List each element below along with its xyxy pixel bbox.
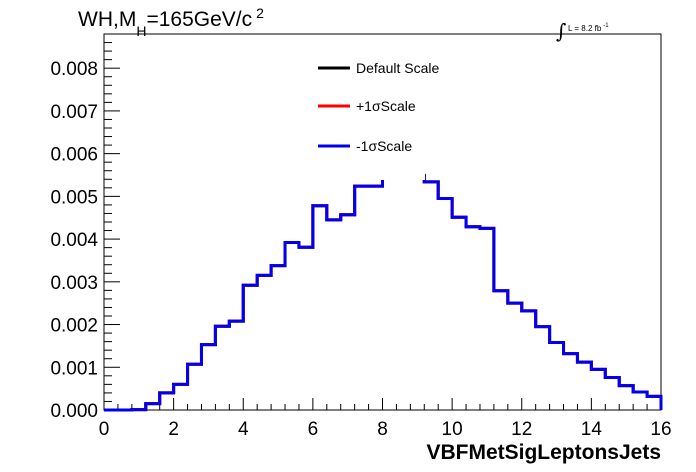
x-tick-label: 8 [377, 419, 388, 440]
integral-symbol: ∫ [556, 19, 566, 43]
x-tick-label: 14 [581, 419, 603, 440]
x-tick-label: 10 [442, 419, 463, 440]
x-tick-label: 4 [238, 419, 249, 440]
y-tick-label: 0.008 [50, 59, 98, 80]
x-tick-label: 2 [168, 419, 179, 440]
y-tick-label: 0.000 [50, 401, 98, 422]
y-tick-label: 0.002 [50, 316, 98, 337]
legend-background [310, 160, 425, 180]
y-tick-label: 0.004 [50, 230, 98, 251]
y-tick-label: 0.001 [50, 358, 98, 379]
x-tick-label: 12 [511, 419, 532, 440]
x-tick-label: 6 [308, 419, 319, 440]
x-tick-label: 0 [99, 419, 110, 440]
axis-ticks: 0 2 4 6 8 10 12 14 16 0.000 0.001 0.002 0.003 0.004 0.… [50, 33, 672, 440]
legend: Default Scale +1σScale -1σScale [310, 60, 439, 180]
legend-label-default: Default Scale [356, 60, 439, 76]
chart-title: WH,MH=165GeV/c 2 [78, 5, 264, 39]
y-tick-label: 0.003 [50, 273, 98, 294]
luminosity-label: L = 8.2 fb -1 [568, 23, 609, 33]
legend-label-minus-sigma: -1σScale [356, 138, 412, 154]
y-tick-label: 0.007 [50, 102, 98, 123]
y-tick-label: 0.005 [50, 187, 98, 208]
x-tick-label: 16 [650, 419, 671, 440]
x-axis-title: VBFMetSigLeptonsJets [426, 441, 661, 464]
y-tick-label: 0.006 [50, 145, 98, 166]
legend-label-plus-sigma: +1σScale [356, 98, 416, 114]
